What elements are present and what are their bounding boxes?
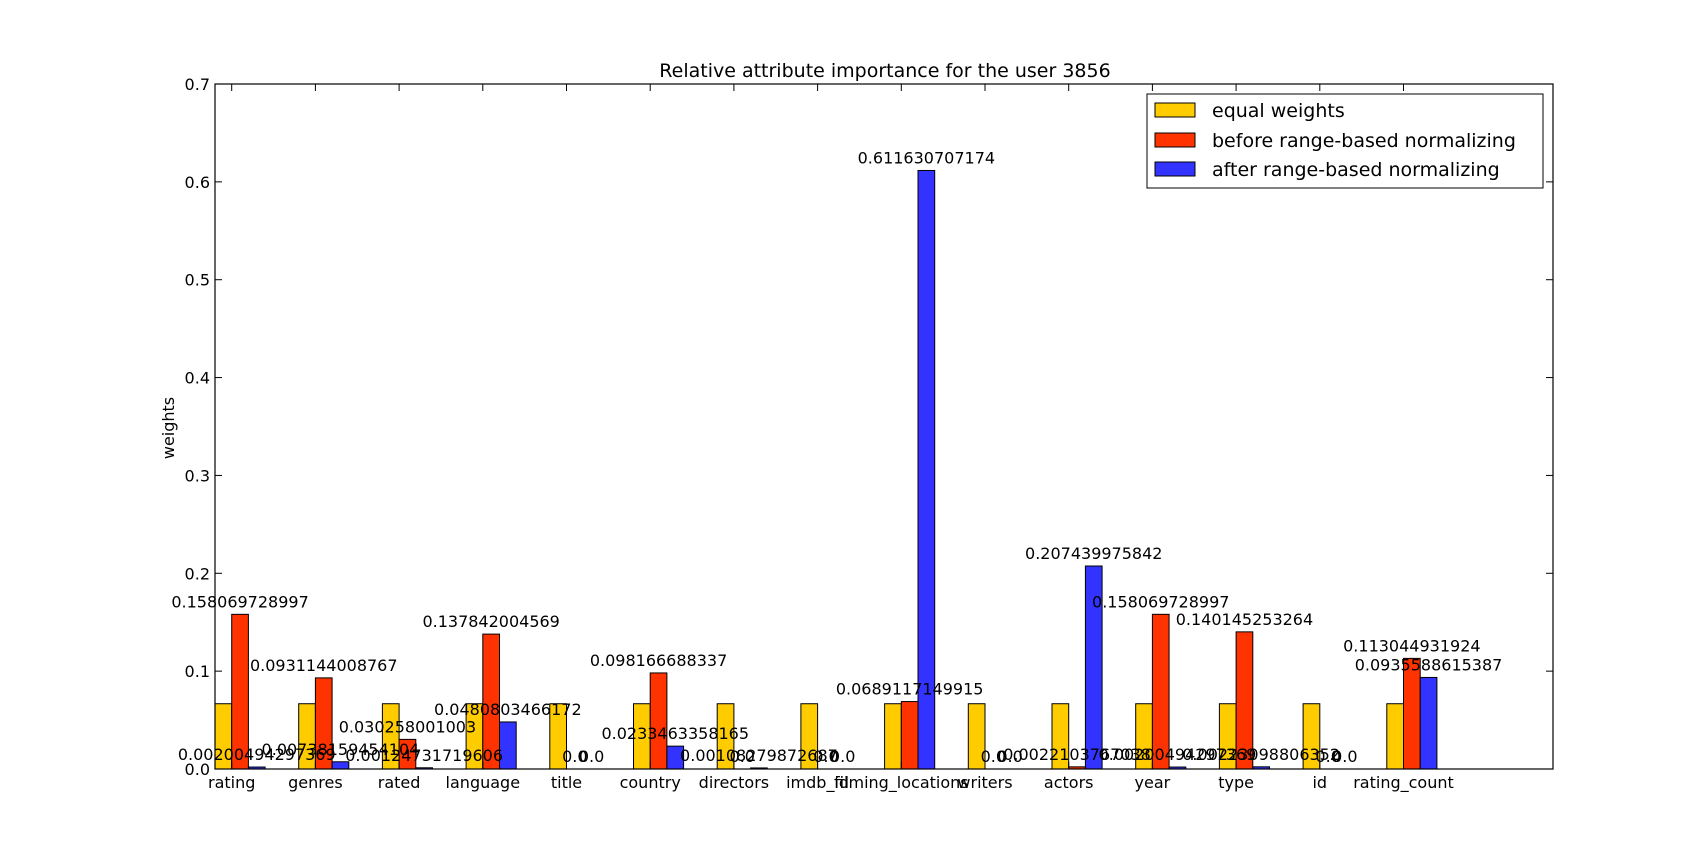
x-tick-label-type: type <box>1218 773 1254 792</box>
legend-label-equal-weights: equal weights <box>1212 100 1345 122</box>
legend-label-after-normalizing: after range-based normalizing <box>1212 159 1500 181</box>
bar-label-before-normalizing-directors: 0.0 <box>730 747 755 766</box>
y-tick-label: 0.6 <box>185 173 210 192</box>
x-tick-label-rating-count: rating_count <box>1353 773 1454 793</box>
x-tick-label-id: id <box>1312 773 1327 792</box>
plot-frame <box>214 83 1554 770</box>
y-tick-label: 0.4 <box>185 369 210 388</box>
legend-label-before-normalizing: before range-based normalizing <box>1212 130 1516 152</box>
bar-equal-weights-filming-locations <box>884 703 902 770</box>
x-tick-label-filming-locations: filming_locations <box>834 773 969 793</box>
bar-label-before-normalizing-genres: 0.0931144008767 <box>250 656 398 675</box>
bar-label-before-normalizing-filming-locations: 0.0689117149915 <box>836 680 984 699</box>
legend-swatch-equal-weights <box>1154 102 1196 118</box>
x-tick-label-title: title <box>551 773 582 792</box>
bar-before-normalizing-filming-locations <box>900 701 919 770</box>
x-tick-label-rated: rated <box>378 773 421 792</box>
bar-label-after-normalizing-language: 0.0480803466172 <box>434 700 582 719</box>
x-tick-label-language: language <box>446 773 521 792</box>
bar-label-after-normalizing-id: 0.0 <box>1332 747 1357 766</box>
bar-label-before-normalizing-year: 0.158069728997 <box>1092 592 1229 611</box>
x-tick-label-imdb-id: imdb_id <box>786 773 849 793</box>
bar-label-before-normalizing-country: 0.098166688337 <box>590 651 727 670</box>
bar-before-normalizing-country <box>649 672 668 770</box>
bar-label-after-normalizing-type: 0.00223098806352 <box>1182 745 1340 764</box>
legend: equal weights before range-based normali… <box>1146 93 1544 189</box>
bar-label-after-normalizing-imdb-id: 0.0 <box>830 747 855 766</box>
bar-label-after-normalizing-year: 0.00200494297369 <box>1099 745 1257 764</box>
x-tick-label-year: year <box>1135 773 1171 792</box>
legend-swatch-after-normalizing <box>1154 161 1196 177</box>
y-tick-label: 0.7 <box>185 75 210 94</box>
bar-label-before-normalizing-title: 0.0 <box>562 747 587 766</box>
bar-label-after-normalizing-directors: 0.00108279872687 <box>680 746 838 765</box>
y-tick-label: 0.1 <box>185 662 210 681</box>
bar-label-before-normalizing-rating-count: 0.113044931924 <box>1343 636 1480 655</box>
bar-label-after-normalizing-rating: 0.00200494297369 <box>178 745 336 764</box>
bars-layer <box>214 169 1438 770</box>
x-tick-label-directors: directors <box>699 773 769 792</box>
y-tick-label: 0.2 <box>185 564 210 583</box>
bar-label-after-normalizing-filming-locations: 0.611630707174 <box>858 148 995 167</box>
bar-after-normalizing-rating-count <box>1419 676 1438 770</box>
bar-label-after-normalizing-title: 0.0 <box>579 747 604 766</box>
chart-title: Relative attribute importance for the us… <box>659 60 1110 82</box>
bar-label-before-normalizing-id: 0.0 <box>1315 747 1340 766</box>
legend-frame <box>1146 93 1544 189</box>
y-tick-label: 0.0 <box>185 760 210 779</box>
bar-label-after-normalizing-rated: 0.00124731719606 <box>345 746 503 765</box>
bar-label-before-normalizing-actors: 0.0022103767038 <box>1003 745 1151 764</box>
y-axis-label: weights <box>159 397 178 459</box>
bar-label-before-normalizing-type: 0.140145253264 <box>1176 610 1313 629</box>
bar-label-after-normalizing-rating-count: 0.0935588615387 <box>1355 655 1503 674</box>
y-tick-label: 0.3 <box>185 466 210 485</box>
x-tick-label-writers: writers <box>957 773 1012 792</box>
x-tick-label-country: country <box>620 773 681 792</box>
bar-label-before-normalizing-imdb-id: 0.0 <box>813 747 838 766</box>
x-tick-label-rating: rating <box>208 773 255 792</box>
bar-labels-layer: 0.158069728997 0.0931144008767 0.030258001… <box>171 148 1502 766</box>
legend-swatch-before-normalizing <box>1154 132 1196 148</box>
x-tick-label-actors: actors <box>1044 773 1094 792</box>
bar-before-normalizing-rating-count <box>1403 657 1421 770</box>
bar-label-after-normalizing-country: 0.0233463358165 <box>601 724 749 743</box>
bar-label-before-normalizing-writers: 0.0 <box>981 747 1006 766</box>
x-tick-label-genres: genres <box>288 773 343 792</box>
bar-label-before-normalizing-language: 0.137842004569 <box>422 612 559 631</box>
y-tick-label: 0.5 <box>185 271 210 290</box>
bar-label-after-normalizing-actors: 0.207439975842 <box>1025 544 1162 563</box>
bar-label-before-normalizing-rating: 0.158069728997 <box>171 592 308 611</box>
bar-label-after-normalizing-writers: 0.0 <box>997 747 1022 766</box>
bar-label-after-normalizing-genres: 0.00738159454104 <box>262 740 420 759</box>
x-ticks: rating genres rated language title country dir… <box>208 84 1454 793</box>
bar-equal-weights-rating-count <box>1386 703 1405 770</box>
bar-label-before-normalizing-rated: 0.030258001003 <box>339 717 476 736</box>
